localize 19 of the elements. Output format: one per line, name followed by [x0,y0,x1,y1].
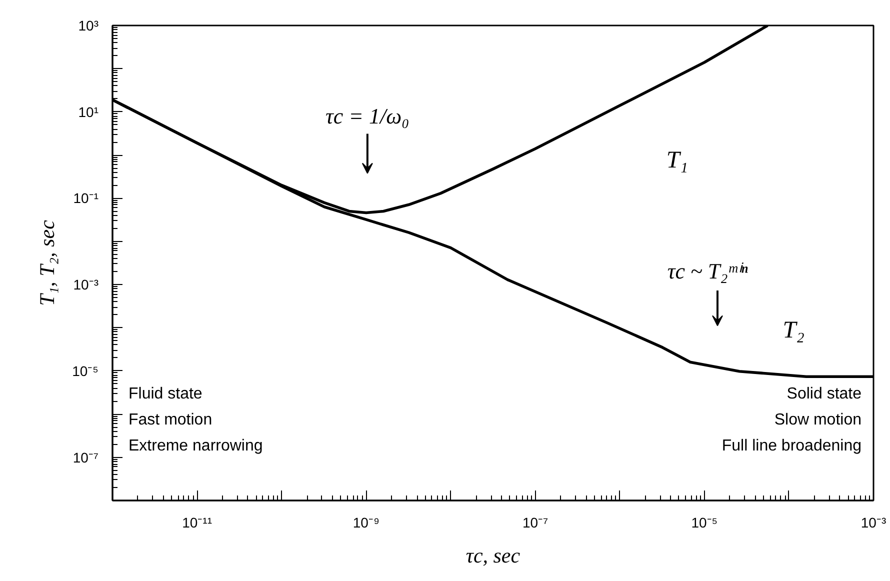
annotation: Solid state Slow motion Full line broadening [722,386,862,454]
annotation: T₂ [782,317,804,344]
annotation: τc ~ T₂ᵐⁱⁿ [667,258,748,284]
y-tick-label: 10¹ [78,104,99,120]
y-tick-label: 10³ [78,18,99,34]
annotation: Fluid state Fast motion Extreme narrowing [128,386,263,454]
x-tick-label: 10⁻⁹ [352,514,380,530]
x-tick-label: 10⁻¹¹ [182,514,212,530]
annotation: T₁ [666,147,688,174]
y-tick-label: 10⁻⁵ [72,362,99,379]
x-tick-label: 10⁻⁵ [691,514,718,530]
x-axis-title: τc, sec [466,544,521,568]
x-tick-label: 10⁻⁷ [522,514,548,530]
x-tick-label: 10⁻³ [860,514,886,530]
y-axis-title: T₁, T₂, sec [35,219,60,306]
annotation: τc = 1/ω₀ [326,104,410,129]
y-tick-label: 10⁻³ [73,276,99,293]
y-tick-label: 10⁻¹ [73,190,99,206]
y-tick-label: 10⁻⁷ [72,449,99,466]
